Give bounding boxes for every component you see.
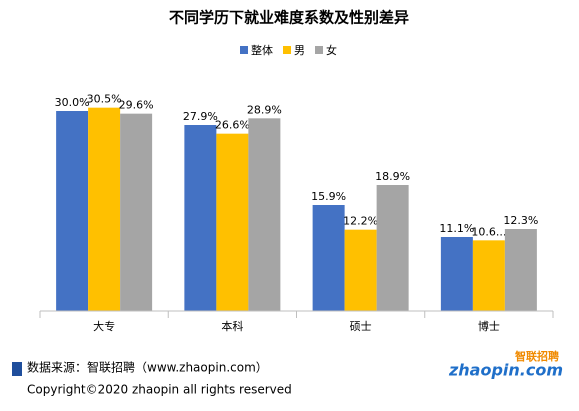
bar	[504, 229, 537, 311]
logo-cn: 智联招聘	[515, 349, 559, 363]
x-tick-label: 大专	[93, 319, 115, 333]
value-label: 26.6%	[215, 119, 250, 132]
legend-swatch	[283, 46, 291, 54]
value-label: 11.1%	[439, 222, 474, 235]
bar	[376, 185, 409, 311]
value-label: 18.9%	[375, 170, 410, 183]
chart-title: 不同学历下就业难度系数及性别差异	[169, 9, 409, 27]
bar	[472, 240, 505, 311]
legend-label: 男	[294, 44, 305, 57]
bar	[184, 125, 217, 311]
bar	[440, 237, 473, 311]
logo-en: zhaopin.com	[448, 361, 563, 380]
value-label: 15.9%	[311, 190, 346, 203]
copyright: Copyright©2020 zhaopin all rights reserv…	[27, 383, 292, 397]
bar	[88, 107, 121, 312]
x-tick-label: 硕士	[350, 320, 372, 333]
value-label: 30.5%	[87, 93, 122, 106]
bar	[312, 205, 345, 311]
bar	[248, 118, 281, 311]
value-label: 27.9%	[183, 110, 218, 123]
bar	[120, 113, 153, 312]
x-tick-label: 博士	[478, 320, 500, 333]
value-label: 28.9%	[247, 103, 282, 116]
x-tick-label: 本科	[221, 319, 243, 333]
value-label: 29.6%	[119, 99, 154, 112]
bar	[216, 133, 249, 311]
value-label: 12.2%	[343, 215, 378, 228]
bar	[56, 111, 89, 311]
source-marker	[12, 362, 22, 376]
legend-label: 女	[326, 43, 337, 57]
value-label: 30.0%	[55, 96, 90, 109]
legend-label: 整体	[251, 43, 273, 57]
value-label: 12.3%	[503, 214, 538, 227]
value-label: 10.6...	[471, 225, 506, 238]
source: 数据来源：智联招聘（www.zhaopin.com）	[27, 360, 268, 375]
bar	[344, 229, 377, 311]
legend-swatch	[240, 46, 248, 54]
legend-swatch	[315, 46, 323, 54]
